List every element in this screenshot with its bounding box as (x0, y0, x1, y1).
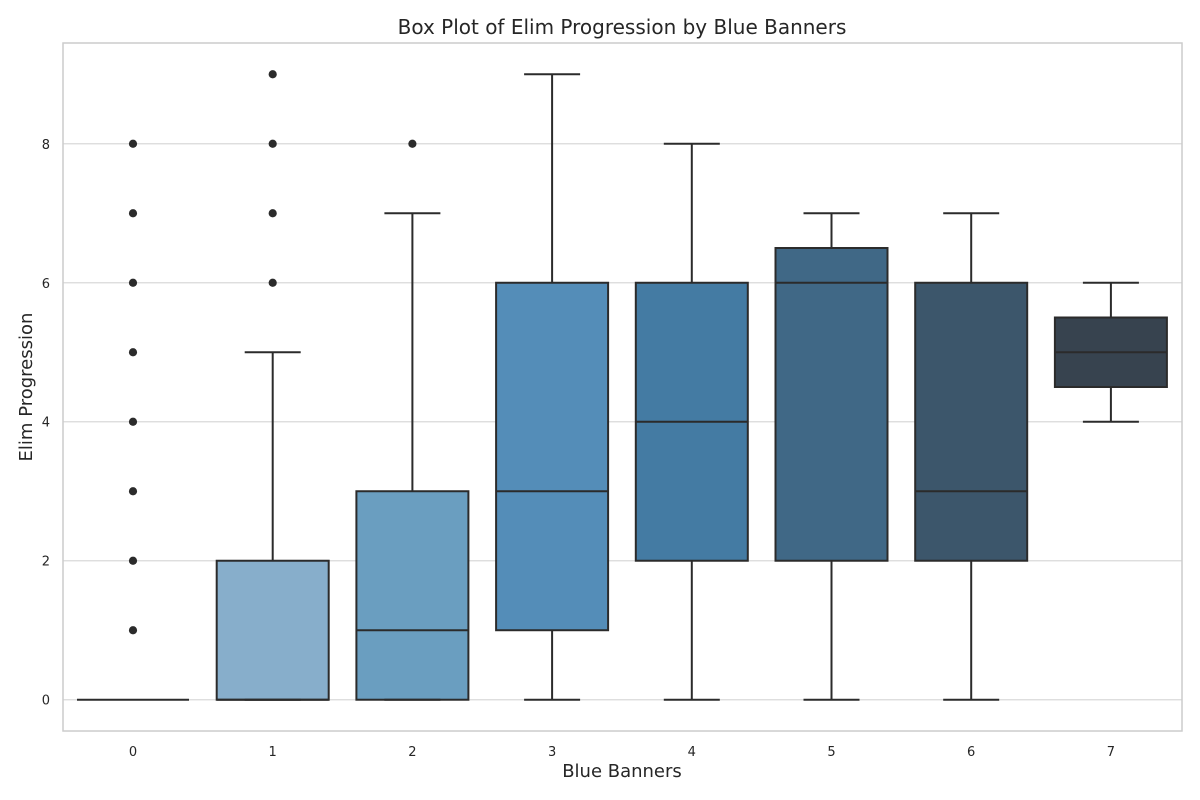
box-layer (77, 70, 1168, 701)
tick-layer: 0 2 4 6 8 0 1 2 3 4 5 6 7 (42, 138, 1115, 760)
box-group-6 (914, 212, 1029, 701)
box-interquartile (914, 281, 1029, 562)
box-interquartile (215, 559, 330, 701)
y-tick-label: 0 (42, 694, 50, 709)
outlier-point (268, 209, 277, 218)
outlier-point (268, 278, 277, 287)
box-group-4 (634, 142, 749, 701)
box-group-5 (774, 212, 889, 701)
x-tick-label: 4 (688, 745, 696, 760)
outlier-point (128, 348, 138, 357)
outlier-point (128, 487, 138, 496)
plot-frame (62, 42, 1183, 732)
box-group-7 (1053, 281, 1168, 423)
x-tick-label: 2 (408, 745, 416, 760)
outlier-point (268, 70, 277, 79)
x-tick-label: 6 (967, 745, 975, 760)
outlier-point (128, 417, 138, 426)
x-tick-label: 3 (548, 745, 556, 760)
outlier-point (408, 139, 417, 148)
outlier-point (128, 556, 138, 565)
y-tick-label: 4 (42, 416, 50, 431)
x-tick-label: 1 (269, 745, 277, 760)
x-tick-label: 0 (129, 745, 137, 760)
outlier-point (128, 278, 138, 287)
box-interquartile (495, 281, 610, 632)
y-tick-label: 2 (42, 555, 50, 570)
box-group-2 (355, 139, 470, 701)
y-tick-label: 8 (42, 138, 50, 153)
outlier-point (128, 626, 138, 635)
box-group-0 (77, 139, 189, 701)
x-axis-label: Blue Banners (562, 761, 682, 782)
box-group-3 (495, 73, 610, 701)
box-interquartile (355, 490, 470, 701)
box-interquartile (774, 247, 889, 562)
outlier-point (128, 139, 138, 148)
y-axis-label: Elim Progression (16, 313, 37, 462)
x-tick-label: 7 (1107, 745, 1115, 760)
chart-title: Box Plot of Elim Progression by Blue Ban… (398, 15, 847, 39)
y-tick-label: 6 (42, 277, 50, 292)
x-tick-label: 5 (827, 745, 835, 760)
box-group-1 (215, 70, 330, 701)
outlier-point (128, 209, 138, 218)
outlier-point (268, 139, 277, 148)
